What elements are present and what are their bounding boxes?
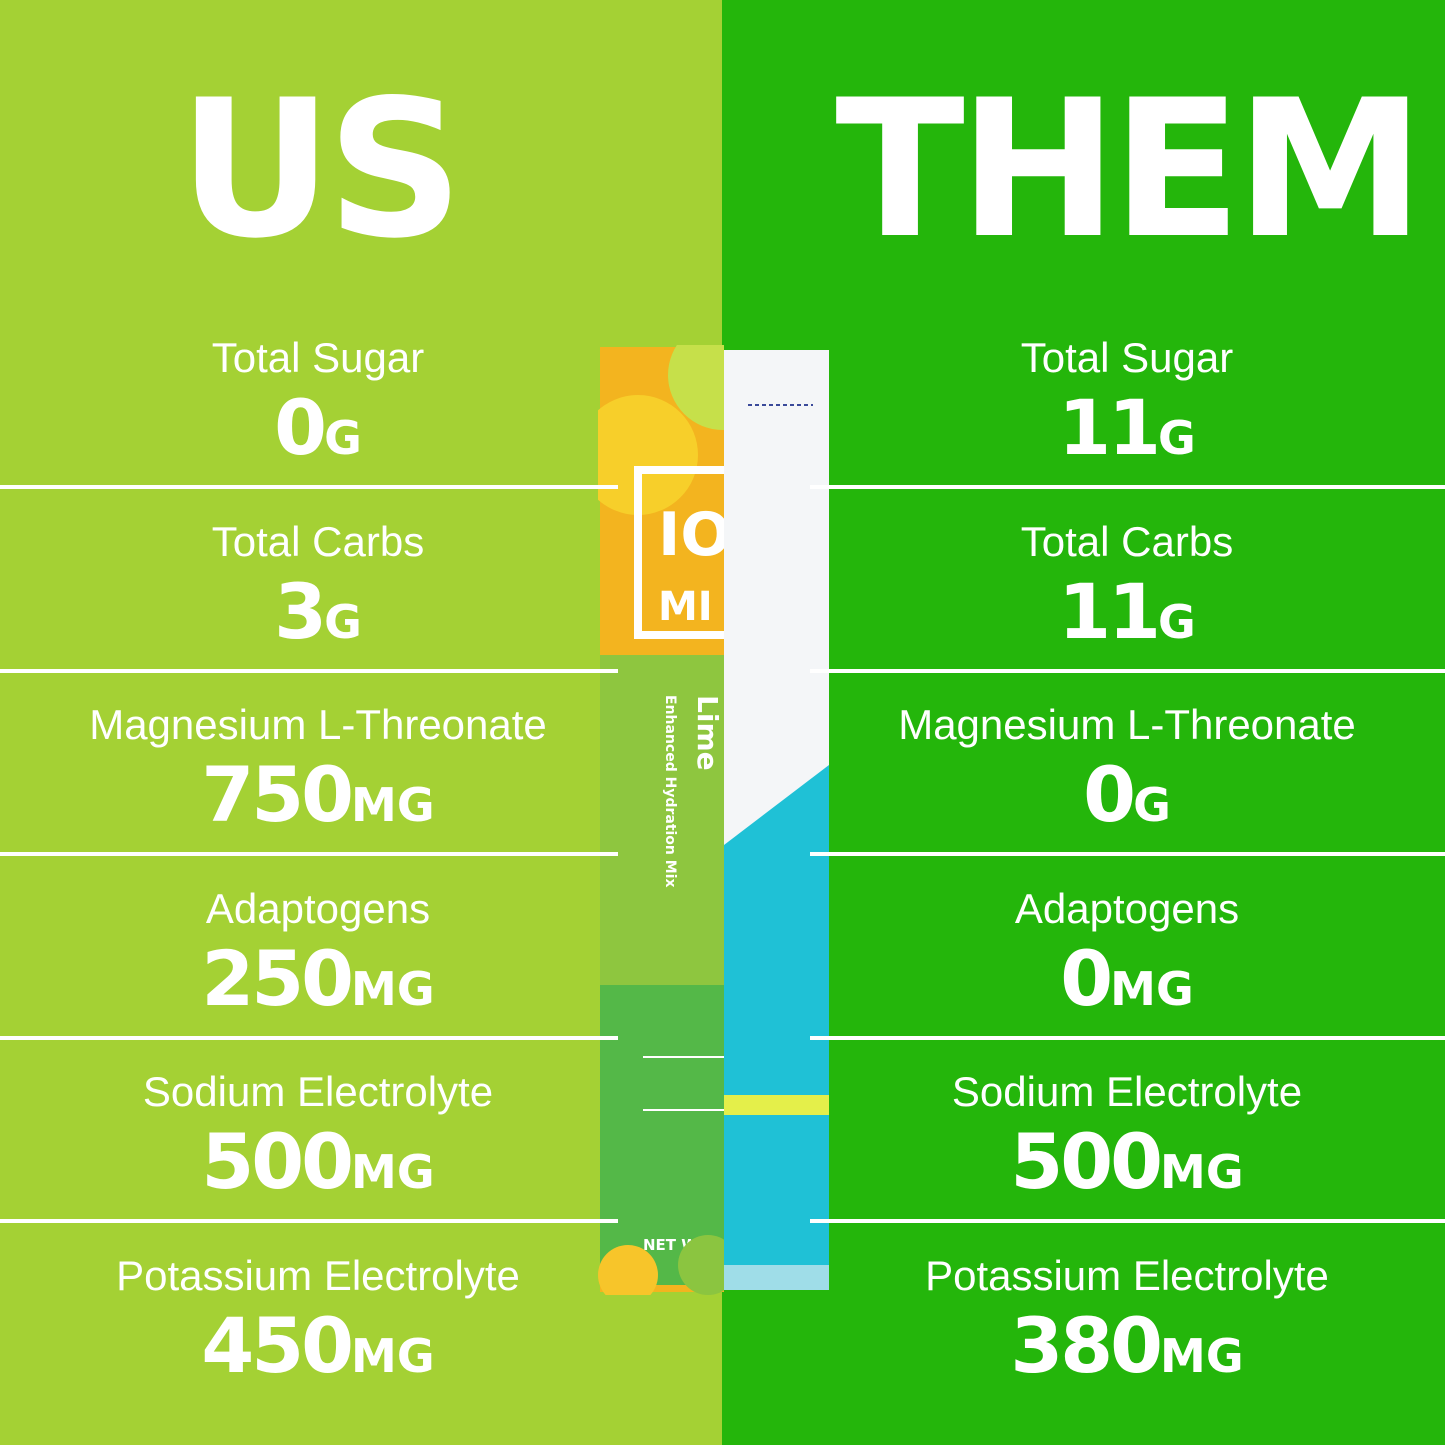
nutrient-value: 250MG: [0, 934, 668, 1034]
value-unit: MG: [351, 1328, 435, 1383]
value-unit: MG: [1160, 1145, 1244, 1199]
product-subtitle: Enhanced Hydration Mix: [662, 695, 678, 888]
nutrient-label: Total Carbs: [211, 517, 425, 565]
column-title: US: [178, 59, 463, 280]
row-divider: [0, 1219, 618, 1223]
nutrient-value: 500MG: [777, 1117, 1445, 1217]
nutrient-label: Magnesium L-Threonate: [898, 701, 1356, 748]
value-unit: G: [1158, 594, 1196, 649]
value-unit: G: [324, 411, 362, 465]
nutrient-label: Adaptogens: [1014, 884, 1240, 932]
row-divider: [0, 668, 618, 673]
value-unit: G: [1133, 778, 1171, 832]
nutrient-value: 380MG: [777, 1301, 1445, 1401]
nutrient-label: Total Sugar: [211, 334, 425, 381]
nutrient-value: 450MG: [0, 1301, 668, 1401]
nutrient-label: Magnesium L-Threonate: [89, 701, 547, 748]
product-name: Lime: [691, 695, 724, 771]
nutrient-label: Adaptogens: [205, 884, 431, 932]
column-title: THEM: [835, 59, 1424, 280]
value-unit: G: [1158, 411, 1196, 465]
row-divider: [810, 668, 1445, 673]
row-divider: [810, 1219, 1445, 1223]
value-number: 0: [274, 383, 327, 472]
value-number: 0: [1060, 933, 1113, 1023]
value-number: 250: [201, 933, 354, 1023]
nutrient-value: 750MG: [0, 750, 668, 850]
value-unit: MG: [351, 961, 435, 1016]
nutrient-value: 500MG: [0, 1117, 668, 1217]
row-divider: [810, 852, 1445, 856]
value-number: 3: [274, 566, 327, 656]
value-number: 500: [201, 1117, 354, 1206]
svg-text:MI: MI: [658, 584, 713, 630]
nutrient-value: 11G: [777, 567, 1445, 667]
value-unit: MG: [1110, 961, 1194, 1016]
value-number: 500: [1010, 1117, 1163, 1206]
row-divider: [0, 852, 618, 856]
value-number: 11: [1058, 566, 1161, 656]
row-divider: [810, 1035, 1445, 1040]
them-panel: [722, 0, 1445, 1445]
nutrient-label: Potassium Electrolyte: [925, 1251, 1329, 1299]
value-unit: G: [324, 594, 362, 649]
row-divider: [810, 485, 1445, 489]
nutrient-value: 0MG: [777, 934, 1445, 1034]
nutrient-value: 0G: [0, 383, 668, 483]
value-number: 750: [201, 750, 354, 839]
value-unit: MG: [1160, 1328, 1244, 1383]
value-number: 450: [201, 1300, 354, 1390]
value-unit: MG: [351, 1145, 435, 1199]
product-packets: IO MI NET WT 0.2 Lime Enhanced Hydration…: [598, 345, 829, 1295]
value-number: 11: [1058, 383, 1161, 472]
row-divider: [0, 1035, 618, 1040]
nutrient-label: Potassium Electrolyte: [116, 1251, 520, 1299]
value-number: 380: [1010, 1300, 1163, 1390]
nutrient-label: Sodium Electrolyte: [951, 1068, 1303, 1115]
row-divider: [0, 485, 618, 489]
nutrient-label: Total Sugar: [1020, 334, 1234, 381]
value-number: 0: [1083, 750, 1136, 839]
nutrient-value: 3G: [0, 567, 668, 667]
nutrient-value: 0G: [777, 750, 1445, 850]
value-unit: MG: [351, 778, 435, 832]
nutrient-value: 11G: [777, 383, 1445, 483]
nutrient-label: Total Carbs: [1020, 517, 1234, 565]
svg-text:IO: IO: [658, 500, 731, 570]
nutrient-label: Sodium Electrolyte: [142, 1068, 494, 1115]
